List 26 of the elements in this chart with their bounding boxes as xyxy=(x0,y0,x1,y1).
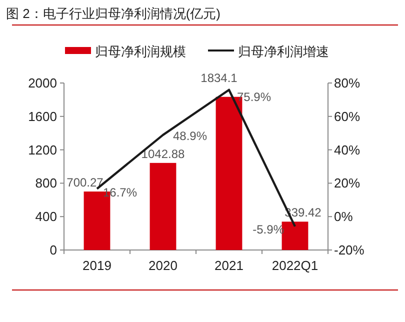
y-tick-label: 2000 xyxy=(28,76,57,90)
data-label: 48.9% xyxy=(173,128,208,143)
chart-title: 图 2：电子行业归母净利润情况(亿元) xyxy=(6,6,220,21)
y2-tick-label: 20% xyxy=(334,176,360,191)
x-tick-label: 2020 xyxy=(148,258,178,273)
y-tick-label: 0 xyxy=(50,242,57,258)
data-label: 1834.1 xyxy=(200,70,238,85)
y2-tick-label: 80% xyxy=(334,76,360,90)
y-tick-label: 1200 xyxy=(28,142,57,158)
data-label: 700.27 xyxy=(66,176,104,190)
y-tick-label: 1600 xyxy=(28,108,57,124)
y-tick-label: 800 xyxy=(35,176,57,191)
y2-tick-label: 0% xyxy=(334,209,354,224)
y-tick-label: 400 xyxy=(35,209,57,224)
data-label: 75.9% xyxy=(237,90,272,104)
x-tick-label: 2022Q1 xyxy=(272,258,318,273)
y2-tick-label: -20% xyxy=(334,242,365,258)
bar xyxy=(150,162,176,250)
legend-label: 归母净利润规模 xyxy=(95,44,186,59)
data-label: 16.7% xyxy=(103,186,138,200)
y2-tick-label: 40% xyxy=(334,142,360,158)
x-tick-label: 2019 xyxy=(82,258,112,273)
x-tick-label: 2021 xyxy=(214,258,244,273)
legend-label: 归母净利润增速 xyxy=(238,44,329,59)
data-label: 1042.88 xyxy=(141,146,186,161)
y2-tick-label: 60% xyxy=(334,108,360,124)
